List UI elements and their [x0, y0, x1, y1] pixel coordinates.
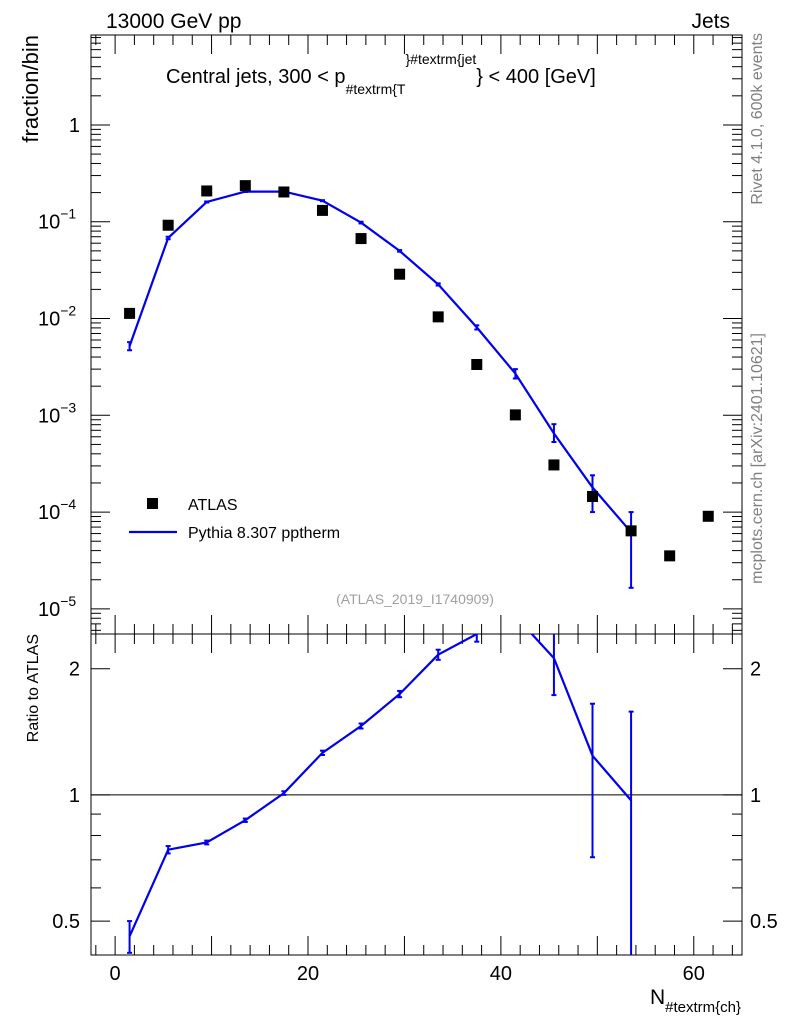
header-left: 13000 GeV pp: [106, 10, 241, 33]
watermark: (ATLAS_2019_I1740909): [336, 591, 494, 607]
ratio-y-tick-labels: 0.5 0.5 1 1 2 2: [52, 659, 778, 933]
x-tick-label: 60: [683, 963, 705, 985]
main-y-tick-label: 10−1: [38, 206, 76, 234]
atlas-marker: [509, 409, 521, 421]
side-label-top: Rivet 4.1.0, 600k events: [749, 33, 766, 205]
ratio-y-tick-label: 0.5: [52, 911, 80, 933]
ratio-error-bars: [127, 634, 634, 955]
ratio-y-axis-label: Ratio to ATLAS: [25, 634, 42, 742]
x-axis-label-base: N: [650, 986, 665, 1009]
atlas-marker: [394, 268, 406, 280]
ratio-line: [128, 634, 632, 937]
title-sub: #textrm{T: [346, 81, 406, 97]
pythia-error-bars: [127, 190, 634, 589]
legend-atlas-label: ATLAS: [188, 497, 238, 514]
title-suffix: } < 400 [GeV]: [476, 66, 596, 88]
atlas-marker: [316, 204, 328, 216]
main-y-tick-label: 1: [69, 115, 80, 137]
title-sup-open: }: [405, 51, 410, 67]
x-tick-labels: 0 20 40 60: [110, 963, 705, 985]
side-label-bottom: mcplots.cern.ch [arXiv:2401.10621]: [749, 333, 766, 584]
ratio-y-tick-label: 2: [69, 659, 80, 681]
atlas-marker: [471, 358, 483, 370]
main-y-tick-label: 10−5: [38, 593, 76, 621]
ratio-y-tick-label: 1: [69, 785, 80, 807]
atlas-marker: [278, 186, 290, 198]
main-y-tick-label: 10−2: [38, 303, 76, 331]
legend-atlas-marker: [147, 498, 158, 509]
main-title: Central jets, 300 < p#textrm{T}#textrm{j…: [166, 51, 596, 97]
x-axis-label: N#textrm{ch}: [650, 986, 741, 1016]
main-y-axis-label: fraction/bin: [18, 35, 43, 143]
atlas-marker: [664, 550, 676, 562]
atlas-marker: [124, 307, 136, 319]
header-right: Jets: [691, 10, 730, 33]
legend-pythia-label: Pythia 8.307 pptherm: [188, 525, 340, 542]
atlas-marker: [587, 490, 599, 502]
main-y-tick-labels: 1 10−1 10−2 10−3 10−4 10−5: [38, 115, 80, 621]
atlas-marker: [355, 233, 367, 245]
main-panel-frame: [90, 34, 743, 635]
ratio-y-tick-label-right: 0.5: [750, 911, 778, 933]
atlas-marker: [239, 180, 251, 192]
main-y-ticks: [91, 35, 742, 634]
atlas-marker: [201, 185, 213, 197]
x-tick-label: 40: [490, 963, 512, 985]
x-tick-label: 0: [110, 963, 121, 985]
title-prefix: Central jets, 300 < p: [166, 66, 346, 88]
atlas-markers: [124, 180, 714, 562]
atlas-marker: [548, 459, 560, 471]
atlas-marker: [702, 510, 714, 522]
main-y-tick-label: 10−3: [38, 399, 76, 427]
x-axis-label-sub: #textrm{ch}: [665, 999, 741, 1016]
x-tick-label: 20: [297, 963, 319, 985]
pythia-line: [128, 190, 632, 533]
atlas-marker: [625, 525, 637, 537]
main-y-tick-label: 10−4: [38, 496, 76, 524]
ratio-ticks: [91, 634, 742, 955]
atlas-marker: [162, 219, 174, 231]
title-sup: #textrm{jet: [410, 51, 476, 67]
atlas-marker: [432, 311, 444, 323]
legend: ATLAS Pythia 8.307 pptherm: [129, 497, 340, 542]
ratio-y-tick-label-right: 1: [750, 785, 761, 807]
ratio-y-tick-label-right: 2: [750, 659, 761, 681]
